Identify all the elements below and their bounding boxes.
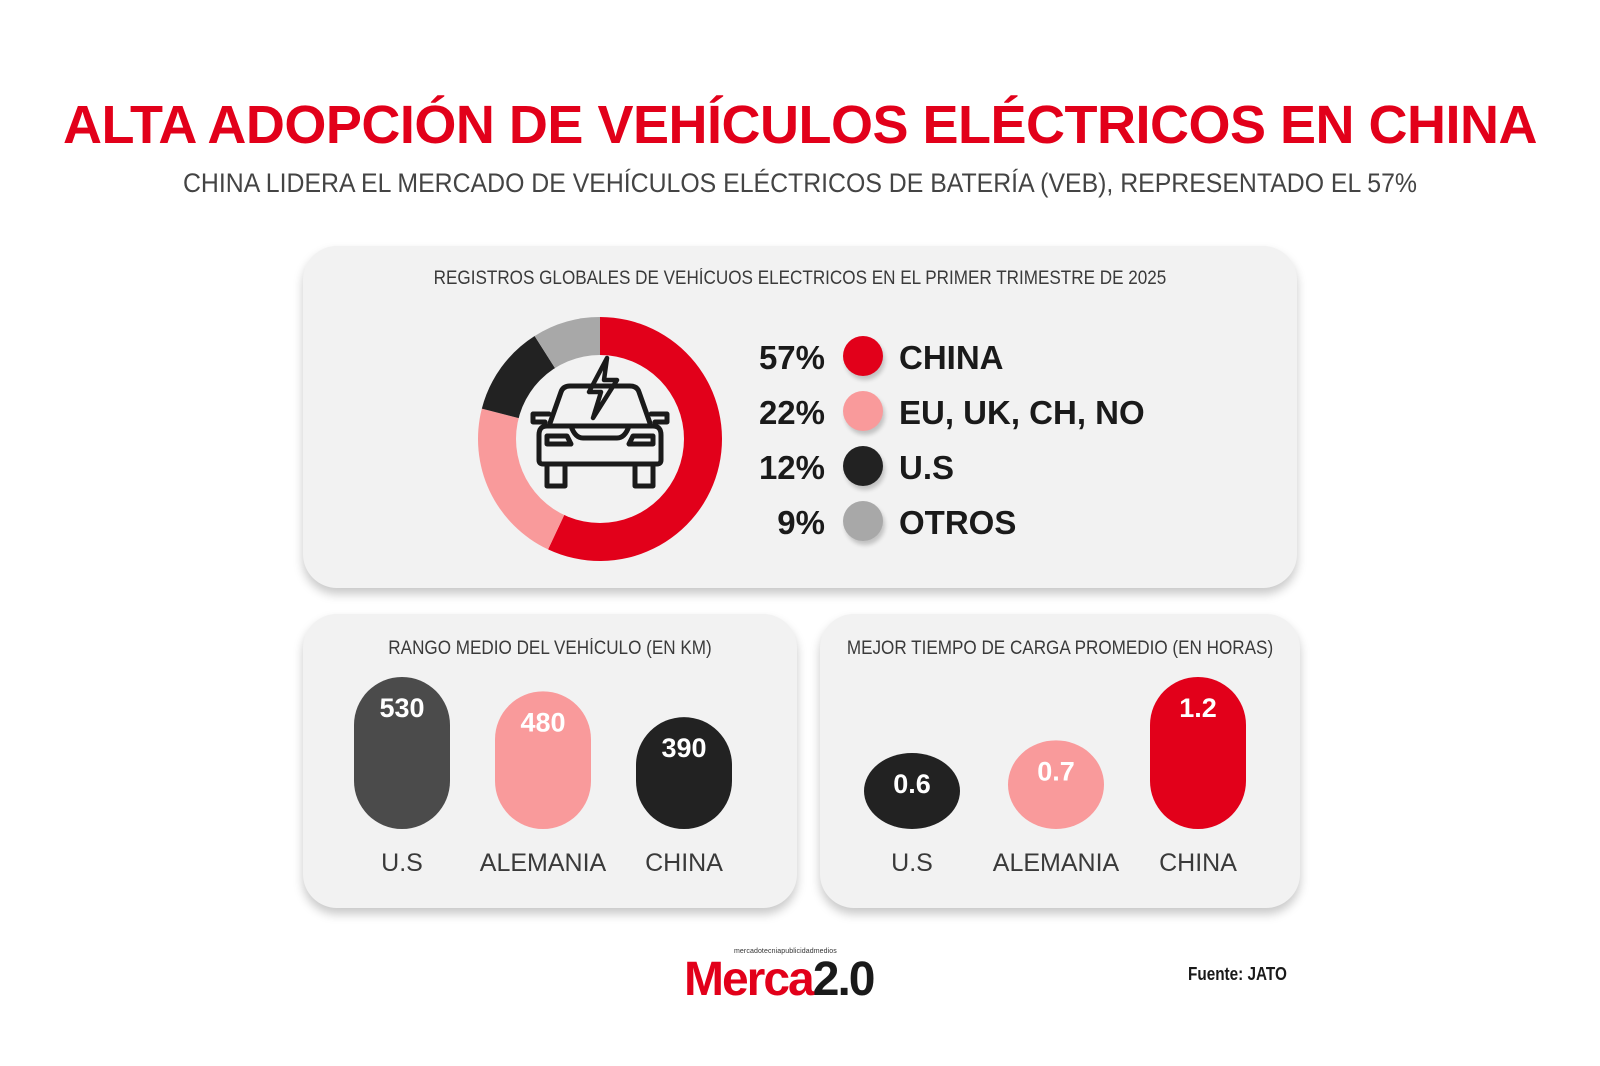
legend-label: OTROS <box>899 504 1017 541</box>
bar-category-label: ALEMANIA <box>993 849 1120 877</box>
legend-value: 12% <box>758 449 825 486</box>
bar-category-label: U.S <box>381 849 423 877</box>
charge-bar-chart: 0.6 U.S 0.7 ALEMANIA 1.2 CHINA <box>864 677 1246 877</box>
electric-car-icon <box>530 355 670 489</box>
legend-value: 9% <box>777 504 825 541</box>
legend-swatch <box>843 391 883 431</box>
bar-china <box>1150 677 1246 829</box>
bar-value-label: 0.6 <box>893 769 931 799</box>
logo-word-black: 2.0 <box>812 953 876 1006</box>
source-note: Fuente: JATO <box>1188 964 1287 984</box>
legend-label: EU, UK, CH, NO <box>899 394 1145 431</box>
bar-value-label: 1.2 <box>1179 693 1217 723</box>
range-chart-card: RANGO MEDIO DEL VEHÍCULO (EN KM) 530 U.S 4… <box>303 614 797 908</box>
bar-category-label: ALEMANIA <box>480 849 607 877</box>
merca-logo: mercadotecniapublicidadmedios Merca2.0 <box>684 948 944 1008</box>
legend-label: CHINA <box>899 339 1004 376</box>
donut-chart <box>478 317 722 561</box>
bar-category-label: CHINA <box>645 849 723 877</box>
bar-alemania <box>495 691 591 829</box>
charge-chart-card: MEJOR TIEMPO DE CARGA PROMEDIO (EN HORAS… <box>820 614 1300 908</box>
page-title: ALTA ADOPCIÓN DE VEHÍCULOS ELÉCTRICOS EN… <box>62 95 1538 155</box>
donut-chart-title: REGISTROS GLOBALES DE VEHÍCUOS ELECTRICO… <box>433 268 1167 289</box>
legend-label: U.S <box>899 449 955 486</box>
range-chart-title: RANGO MEDIO DEL VEHÍCULO (EN KM) <box>388 638 712 659</box>
bar-value-label: 530 <box>379 693 424 723</box>
logo-tagline: mercadotecniapublicidadmedios <box>734 948 837 955</box>
bar-category-label: U.S <box>891 849 933 877</box>
donut-chart-card: REGISTROS GLOBALES DE VEHÍCUOS ELECTRICO… <box>303 246 1297 588</box>
legend-value: 57% <box>758 339 825 376</box>
legend-swatch <box>843 501 883 541</box>
legend-swatch <box>843 336 883 376</box>
bar-value-label: 0.7 <box>1037 756 1075 786</box>
page-subtitle: CHINA LIDERA EL MERCADO DE VEHÍCULOS ELÉ… <box>182 168 1418 198</box>
range-bar-chart: 530 U.S 480 ALEMANIA 390 CHINA <box>354 677 732 877</box>
bar-category-label: CHINA <box>1159 849 1237 877</box>
bar-us <box>864 753 960 829</box>
bar-china <box>636 717 732 829</box>
logo-word-red: Merca <box>684 953 815 1006</box>
bar-alemania <box>1008 740 1104 829</box>
charge-chart-title: MEJOR TIEMPO DE CARGA PROMEDIO (EN HORAS… <box>846 638 1274 659</box>
bar-us <box>354 677 450 829</box>
legend-value: 22% <box>758 394 825 431</box>
legend-swatch <box>843 446 883 486</box>
logo-wordmark: Merca2.0 <box>684 952 876 1008</box>
bar-value-label: 480 <box>520 707 565 737</box>
bar-value-label: 390 <box>661 733 706 763</box>
